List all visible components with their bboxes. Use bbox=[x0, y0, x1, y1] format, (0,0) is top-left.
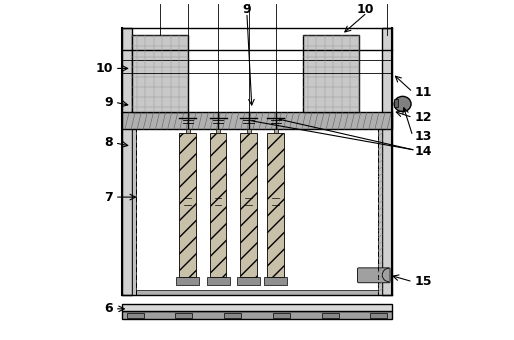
Bar bbox=[132, 35, 188, 113]
Text: 12: 12 bbox=[414, 111, 432, 124]
Bar bbox=[371, 313, 388, 318]
Text: 10: 10 bbox=[96, 62, 113, 75]
Bar bbox=[394, 99, 397, 107]
Ellipse shape bbox=[394, 96, 411, 112]
Bar bbox=[216, 129, 220, 133]
Bar bbox=[121, 304, 393, 310]
Bar bbox=[378, 129, 382, 295]
Text: 15: 15 bbox=[414, 275, 432, 288]
Bar bbox=[121, 113, 393, 129]
Bar bbox=[132, 129, 136, 295]
Bar bbox=[273, 129, 278, 133]
Text: 9: 9 bbox=[104, 96, 113, 109]
Bar bbox=[237, 277, 260, 285]
Text: 11: 11 bbox=[414, 86, 432, 99]
Bar bbox=[273, 313, 290, 318]
Text: 14: 14 bbox=[414, 145, 432, 158]
Bar bbox=[136, 290, 378, 295]
Text: 8: 8 bbox=[104, 136, 113, 149]
Bar bbox=[224, 313, 241, 318]
Bar bbox=[179, 133, 196, 277]
Bar bbox=[121, 28, 132, 295]
Bar bbox=[175, 313, 192, 318]
Text: 13: 13 bbox=[414, 130, 432, 143]
Text: 9: 9 bbox=[243, 3, 251, 16]
Bar bbox=[247, 129, 250, 133]
Bar bbox=[267, 133, 284, 277]
Text: 10: 10 bbox=[357, 3, 374, 16]
Bar bbox=[186, 129, 190, 133]
Bar bbox=[176, 277, 199, 285]
Bar bbox=[207, 277, 230, 285]
Bar bbox=[322, 313, 339, 318]
Bar bbox=[264, 277, 287, 285]
Bar bbox=[210, 133, 226, 277]
Text: 7: 7 bbox=[104, 191, 113, 204]
Bar bbox=[241, 133, 256, 277]
Bar bbox=[121, 310, 393, 319]
FancyBboxPatch shape bbox=[358, 268, 390, 283]
Text: 6: 6 bbox=[104, 302, 113, 315]
Bar bbox=[126, 313, 143, 318]
Bar bbox=[303, 35, 359, 113]
Bar bbox=[382, 28, 393, 295]
